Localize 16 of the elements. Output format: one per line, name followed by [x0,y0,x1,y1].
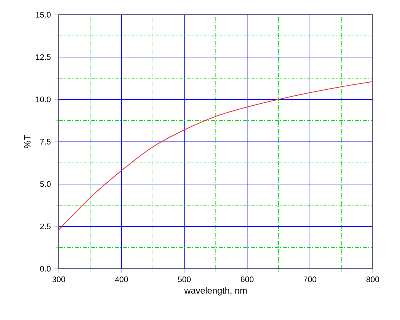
y-axis-title: %T [24,135,31,148]
x-tick-label: 500 [178,276,191,282]
y-tick-label: 2.5 [40,224,51,230]
x-tick-label: 600 [241,276,254,282]
y-tick-label: 0.0 [40,266,51,272]
line-series [59,81,373,230]
x-tick-label: 400 [115,276,128,282]
y-tick-label: 12.5 [36,54,51,60]
y-tick-label: 5.0 [40,181,51,188]
y-tick-label: 15.0 [36,12,51,18]
x-tick-label: 700 [304,276,317,282]
x-axis-title: wavelength, nm [184,287,247,296]
x-tick-label: 300 [52,276,66,282]
x-tick-label: 800 [366,276,380,282]
y-tick-label: 10.0 [36,96,51,102]
y-tick-label: 7.5 [40,139,51,145]
